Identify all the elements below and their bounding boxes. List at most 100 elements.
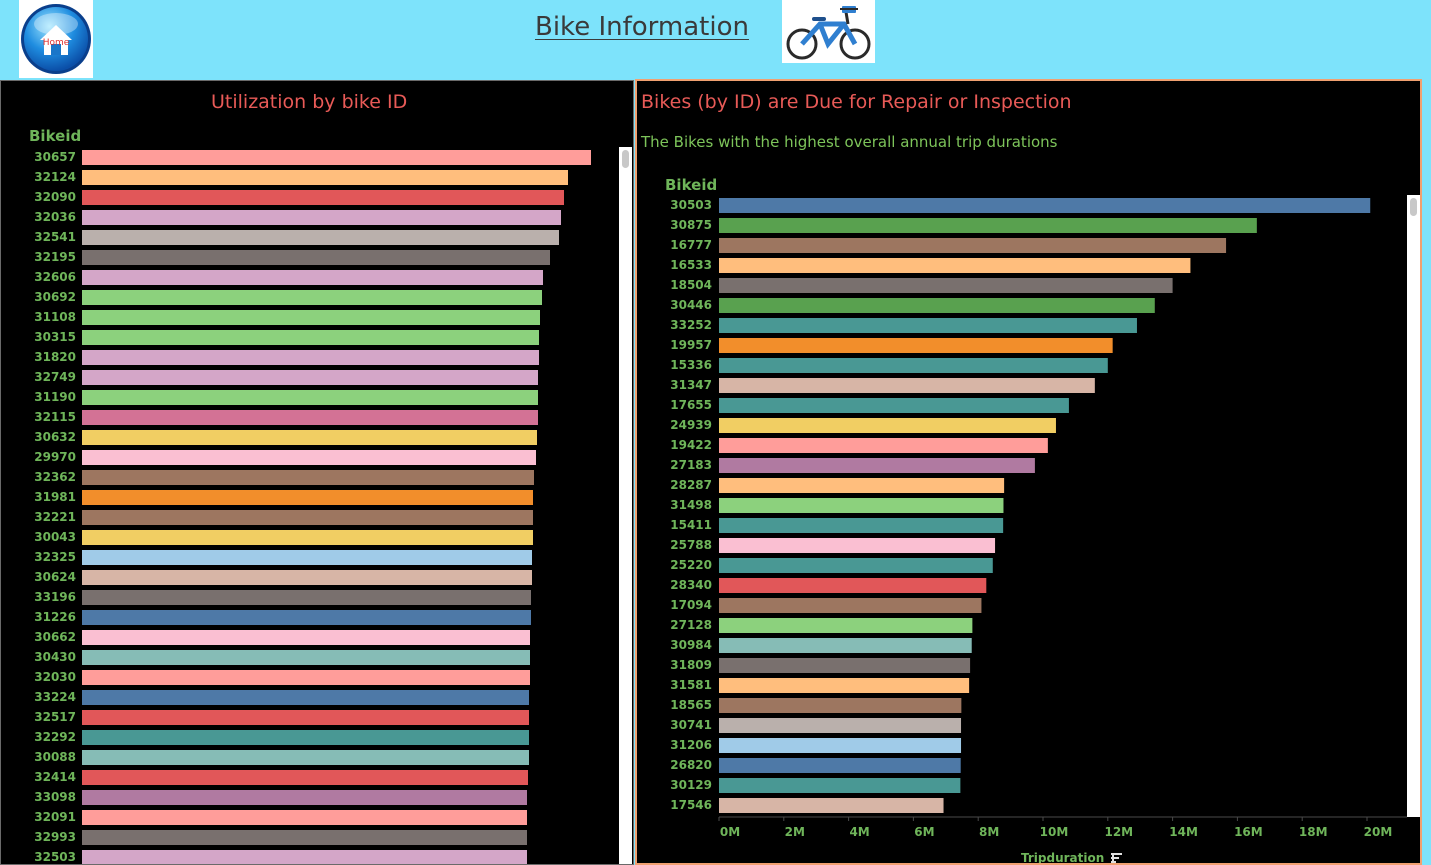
utilization-bar[interactable]	[82, 390, 538, 405]
repair-bikeid-label: 31206	[670, 738, 712, 752]
repair-bar[interactable]	[719, 478, 1005, 493]
utilization-bar[interactable]	[82, 470, 534, 485]
utilization-bar[interactable]	[82, 270, 543, 285]
repair-chart: 30503 30875 16777 16533 18504 30446 33252 19957…	[670, 198, 1407, 839]
repair-bar[interactable]	[719, 558, 993, 573]
utilization-bikeid-label: 30088	[34, 750, 76, 764]
repair-bar[interactable]	[719, 198, 1371, 213]
repair-bar[interactable]	[719, 698, 962, 713]
utilization-bar[interactable]	[82, 550, 532, 565]
utilization-bikeid-label: 32749	[34, 370, 76, 384]
utilization-bikeid-label: 32517	[34, 710, 76, 724]
utilization-bar[interactable]	[82, 310, 540, 325]
utilization-bikeid-label: 32362	[34, 470, 76, 484]
utilization-bar[interactable]	[82, 790, 527, 805]
utilization-bar[interactable]	[82, 730, 529, 745]
utilization-bikeid-label: 32325	[34, 550, 76, 564]
utilization-bar[interactable]	[82, 770, 528, 785]
utilization-bar[interactable]	[82, 830, 527, 845]
repair-bar[interactable]	[719, 638, 972, 653]
utilization-bar[interactable]	[82, 230, 559, 245]
utilization-bar[interactable]	[82, 190, 564, 205]
repair-bar[interactable]	[719, 318, 1137, 333]
utilization-bar[interactable]	[82, 410, 538, 425]
utilization-bar[interactable]	[82, 490, 533, 505]
repair-bar[interactable]	[719, 458, 1035, 473]
utilization-bikeid-label: 32292	[34, 730, 76, 744]
repair-bar[interactable]	[719, 338, 1113, 353]
repair-bar[interactable]	[719, 718, 962, 733]
utilization-bar[interactable]	[82, 630, 530, 645]
repair-bar[interactable]	[719, 218, 1257, 233]
utilization-bar[interactable]	[82, 430, 537, 445]
utilization-bikeid-label: 32414	[34, 770, 76, 784]
repair-bar[interactable]	[719, 678, 970, 693]
repair-bikeid-label: 30446	[670, 298, 712, 312]
utilization-bikeid-label: 32124	[34, 170, 76, 184]
repair-bar[interactable]	[719, 798, 944, 813]
utilization-bikeid-label: 29970	[34, 450, 76, 464]
utilization-bar[interactable]	[82, 170, 568, 185]
repair-bikeid-label: 15336	[670, 358, 712, 372]
utilization-bar[interactable]	[82, 670, 530, 685]
repair-y-axis-label: Bikeid	[665, 176, 718, 194]
repair-bar[interactable]	[719, 378, 1095, 393]
utilization-bar[interactable]	[82, 570, 532, 585]
repair-bar[interactable]	[719, 578, 987, 593]
utilization-bar[interactable]	[82, 650, 530, 665]
utilization-bar[interactable]	[82, 750, 529, 765]
repair-bar[interactable]	[719, 758, 961, 773]
utilization-bar[interactable]	[82, 210, 561, 225]
utilization-bar[interactable]	[82, 610, 531, 625]
utilization-bar[interactable]	[82, 810, 527, 825]
utilization-bikeid-label: 32993	[34, 830, 76, 844]
utilization-bar[interactable]	[82, 850, 527, 864]
repair-bar[interactable]	[719, 538, 996, 553]
repair-bar[interactable]	[719, 238, 1227, 253]
repair-bikeid-label: 27128	[670, 618, 712, 632]
utilization-bar[interactable]	[82, 530, 533, 545]
repair-bar[interactable]	[719, 598, 982, 613]
repair-bar[interactable]	[719, 438, 1048, 453]
repair-bar[interactable]	[719, 278, 1173, 293]
home-button[interactable]: Home	[19, 0, 93, 78]
utilization-bar[interactable]	[82, 690, 529, 705]
repair-bikeid-label: 30741	[670, 718, 712, 732]
repair-bar[interactable]	[719, 398, 1069, 413]
repair-bikeid-label: 30129	[670, 778, 712, 792]
utilization-bar[interactable]	[82, 250, 550, 265]
utilization-bar[interactable]	[82, 330, 539, 345]
utilization-bikeid-label: 30692	[34, 290, 76, 304]
utilization-bar[interactable]	[82, 510, 533, 525]
utilization-scrollbar[interactable]	[619, 147, 632, 864]
repair-bar[interactable]	[719, 418, 1056, 433]
repair-bar[interactable]	[719, 498, 1004, 513]
utilization-bar[interactable]	[82, 450, 536, 465]
utilization-bikeid-label: 30043	[34, 530, 76, 544]
repair-bar[interactable]	[719, 738, 962, 753]
utilization-bar[interactable]	[82, 710, 529, 725]
utilization-bikeid-label: 30632	[34, 430, 76, 444]
utilization-scroll-thumb[interactable]	[622, 150, 629, 168]
utilization-bar[interactable]	[82, 590, 531, 605]
repair-bar[interactable]	[719, 518, 1004, 533]
repair-bikeid-label: 31581	[670, 678, 712, 692]
repair-bar[interactable]	[719, 358, 1108, 373]
sort-icon[interactable]	[1111, 853, 1123, 864]
utilization-bikeid-label: 33098	[34, 790, 76, 804]
repair-scrollbar[interactable]	[1407, 195, 1420, 817]
repair-bikeid-label: 18565	[670, 698, 712, 712]
utilization-y-axis-label: Bikeid	[29, 127, 82, 145]
repair-bikeid-label: 16533	[670, 258, 712, 272]
utilization-bar[interactable]	[82, 370, 538, 385]
utilization-bikeid-label: 32091	[34, 810, 76, 824]
repair-scroll-thumb[interactable]	[1410, 198, 1417, 216]
utilization-bar[interactable]	[82, 350, 539, 365]
utilization-bar[interactable]	[82, 290, 542, 305]
utilization-bar[interactable]	[82, 150, 591, 165]
repair-bar[interactable]	[719, 618, 973, 633]
repair-bar[interactable]	[719, 258, 1191, 273]
repair-bar[interactable]	[719, 778, 961, 793]
repair-bar[interactable]	[719, 658, 971, 673]
repair-bar[interactable]	[719, 298, 1155, 313]
